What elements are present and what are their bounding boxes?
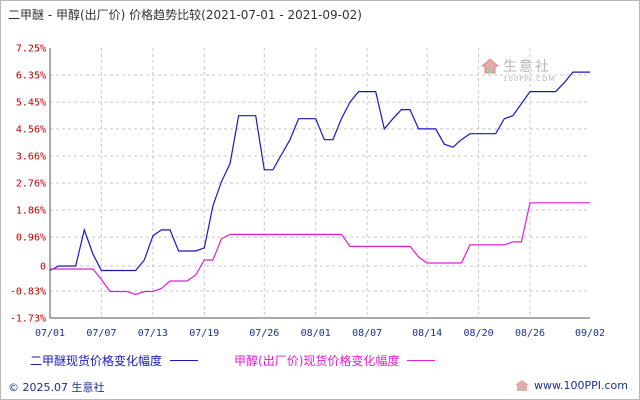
house-logo-icon <box>481 58 499 74</box>
watermark-name: 生意社 <box>503 59 551 75</box>
y-tick-label: 4.56% <box>16 124 46 135</box>
legend-label-series-1: 二甲醚现货价格变化幅度 <box>30 354 163 368</box>
series-layer <box>49 71 590 296</box>
y-tick-label: 1.86% <box>16 206 46 217</box>
y-tick-label: -0.83% <box>10 286 46 297</box>
y-tick-label: 5.45% <box>16 98 46 109</box>
x-tick-label: 07/07 <box>86 328 116 339</box>
x-tick-label: 08/07 <box>352 328 382 339</box>
x-tick-label: 09/02 <box>575 328 605 339</box>
chart-title: 二甲醚 - 甲醇(出厂价) 价格趋势比较(2021-07-01 - 2021-0… <box>8 8 362 22</box>
series-line-1 <box>49 71 590 272</box>
x-tick-label: 07/26 <box>249 328 279 339</box>
footer-site: www.100PPI.com <box>514 379 628 392</box>
y-tick-label: 7.25% <box>16 44 46 55</box>
legend: 二甲醚现货价格变化幅度 甲醇(出厂价)现货价格变化幅度 <box>30 352 471 369</box>
x-tick-label: 08/20 <box>464 328 494 339</box>
series-line-2 <box>50 202 590 296</box>
watermark: 生意社 100PPI.COM <box>481 56 555 83</box>
x-tick-label: 08/14 <box>412 328 442 339</box>
x-tick-label: 07/19 <box>189 328 219 339</box>
legend-swatch-series-1 <box>170 360 199 361</box>
axis-layer <box>49 48 590 319</box>
x-tick-label: 08/26 <box>515 328 545 339</box>
watermark-url: 100PPI.COM <box>503 75 556 83</box>
y-tick-layer: 7.25% 6.35% 5.45% 4.56% 3.66% 2.76% 1.86% 0.96%… <box>10 44 46 325</box>
x-tick-label: 08/01 <box>301 328 331 339</box>
legend-label-series-2: 甲醇(出厂价)现货价格变化幅度 <box>234 354 400 368</box>
x-tick-label: 07/01 <box>35 328 65 339</box>
mini-house-logo-icon <box>515 380 530 391</box>
y-tick-label: 6.35% <box>16 71 46 82</box>
x-tick-layer: 07/01 07/07 07/13 07/19 07/26 08/01 08/07 08/14… <box>35 328 605 339</box>
y-tick-label: -1.73% <box>10 314 46 325</box>
x-tick-label: 07/13 <box>138 328 168 339</box>
footer-site-url: www.100PPI.com <box>534 379 628 392</box>
legend-item-series-2: 甲醇(出厂价)现货价格变化幅度 <box>234 352 436 369</box>
legend-item-series-1: 二甲醚现货价格变化幅度 <box>30 352 199 369</box>
legend-swatch-series-2 <box>407 360 436 361</box>
y-tick-label: 2.76% <box>16 179 46 190</box>
grid-layer <box>50 48 590 318</box>
y-tick-label: 0.96% <box>16 233 46 244</box>
y-tick-label: 3.66% <box>16 151 46 162</box>
y-tick-label: 0 <box>40 261 46 272</box>
footer-copyright: © 2025.07 生意社 <box>8 381 105 394</box>
